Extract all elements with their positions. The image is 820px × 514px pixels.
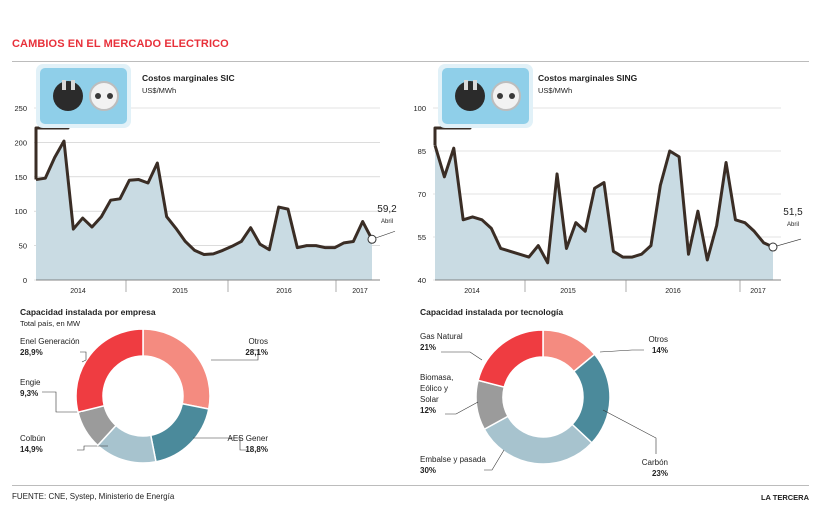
socket-body xyxy=(491,81,521,111)
slice-name-label: Embalse y pasada xyxy=(420,455,486,464)
slice-value-label: 18,8% xyxy=(245,445,268,454)
x-tick-label: 2017 xyxy=(352,288,368,295)
chart-title: Costos marginales SIC xyxy=(142,73,235,83)
slice-leader-line xyxy=(484,449,505,471)
chart-subtitle: US$/MWh xyxy=(538,86,572,95)
end-value-label: 51,5 xyxy=(783,207,803,218)
donut-title: Capacidad instalada por empresa xyxy=(20,307,156,317)
donut-slice xyxy=(477,329,544,388)
x-tick-label: 2014 xyxy=(70,288,86,295)
slice-name-label: Engie xyxy=(20,378,41,387)
series-line xyxy=(433,144,774,265)
y-tick-label: 250 xyxy=(14,104,27,113)
donut-subtitle: Total país, en MW xyxy=(20,319,81,328)
plug-pin xyxy=(62,80,66,90)
infographic-title: CAMBIOS EN EL MERCADO ELECTRICO xyxy=(12,38,229,50)
slice-name-label: Solar xyxy=(420,395,439,404)
slice-name-label: Otros xyxy=(248,337,268,346)
x-tick-label: 2017 xyxy=(750,288,766,295)
y-tick-label: 100 xyxy=(14,207,27,216)
donut-slice xyxy=(75,328,144,414)
series-area xyxy=(36,141,372,280)
slice-name-label: AES Gener xyxy=(228,434,269,443)
y-tick-label: 55 xyxy=(418,233,426,242)
socket-hole xyxy=(95,93,101,99)
x-tick-label: 2014 xyxy=(464,288,480,295)
donut-slice xyxy=(149,402,210,463)
slice-leader-line xyxy=(599,349,644,353)
leader-line xyxy=(772,238,802,248)
plug-socket-icon xyxy=(438,64,533,128)
socket-hole xyxy=(509,93,515,99)
slice-value-label: 23% xyxy=(652,469,668,478)
slice-name-label: Otros xyxy=(648,335,668,344)
donut-slice xyxy=(142,328,211,410)
plug-socket-icon xyxy=(36,64,131,128)
plug-body xyxy=(53,81,83,111)
slice-name-label: Gas Natural xyxy=(420,332,463,341)
slice-value-label: 12% xyxy=(420,406,436,415)
y-tick-label: 40 xyxy=(418,276,426,285)
plug-pin xyxy=(464,80,468,90)
x-tick-label: 2015 xyxy=(172,288,188,295)
x-tick-label: 2016 xyxy=(665,288,681,295)
slice-value-label: 30% xyxy=(420,466,436,475)
series-area xyxy=(435,145,773,280)
slice-value-label: 28,1% xyxy=(245,348,268,357)
slice-name-label: Eólico y xyxy=(420,384,448,393)
y-tick-label: 100 xyxy=(413,104,426,113)
bottom-rule xyxy=(12,485,809,486)
slice-leader-line xyxy=(602,409,657,454)
slice-value-label: 28,9% xyxy=(20,348,43,357)
plug-pin xyxy=(473,80,477,90)
y-tick-label: 0 xyxy=(23,276,27,285)
slice-leader-line xyxy=(77,445,108,451)
source-note: FUENTE: CNE, Systep, Ministerio de Energ… xyxy=(12,492,175,501)
slice-leader-line xyxy=(193,437,248,451)
slice-leader-line xyxy=(42,391,82,413)
slice-leader-line xyxy=(211,349,259,361)
chart-subtitle: US$/MWh xyxy=(142,86,176,95)
slice-name-label: Carbón xyxy=(642,458,668,467)
slice-name-label: Colbún xyxy=(20,434,45,443)
top-rule xyxy=(12,61,809,62)
socket-hole xyxy=(497,93,503,99)
end-marker xyxy=(367,234,377,244)
brand-label: LA TERCERA xyxy=(760,493,809,502)
slice-leader-line xyxy=(80,351,87,363)
slice-value-label: 9,3% xyxy=(20,389,38,398)
end-value-label: 59,2 xyxy=(377,204,397,215)
slice-leader-line xyxy=(441,351,483,361)
y-tick-label: 200 xyxy=(14,138,27,147)
slice-name-label: Enel Generación xyxy=(20,337,80,346)
donut-title: Capacidad instalada por tecnología xyxy=(420,307,563,317)
plug-pin xyxy=(71,80,75,90)
slice-name-label: Biomasa, xyxy=(420,373,453,382)
socket-body xyxy=(89,81,119,111)
chart-title: Costos marginales SING xyxy=(538,73,638,83)
end-marker xyxy=(768,242,778,252)
series-line xyxy=(35,139,374,257)
slice-value-label: 21% xyxy=(420,343,436,352)
y-tick-label: 85 xyxy=(418,147,426,156)
slice-leader-line xyxy=(445,401,479,415)
plug-body xyxy=(455,81,485,111)
y-tick-label: 150 xyxy=(14,173,27,182)
x-tick-label: 2015 xyxy=(560,288,576,295)
end-month-label: Abril xyxy=(787,222,799,228)
slice-value-label: 14% xyxy=(652,346,668,355)
socket-hole xyxy=(107,93,113,99)
y-tick-label: 50 xyxy=(19,242,27,251)
y-tick-label: 70 xyxy=(418,190,426,199)
end-month-label: Abril xyxy=(381,219,393,225)
slice-value-label: 14,9% xyxy=(20,445,43,454)
x-tick-label: 2016 xyxy=(276,288,292,295)
